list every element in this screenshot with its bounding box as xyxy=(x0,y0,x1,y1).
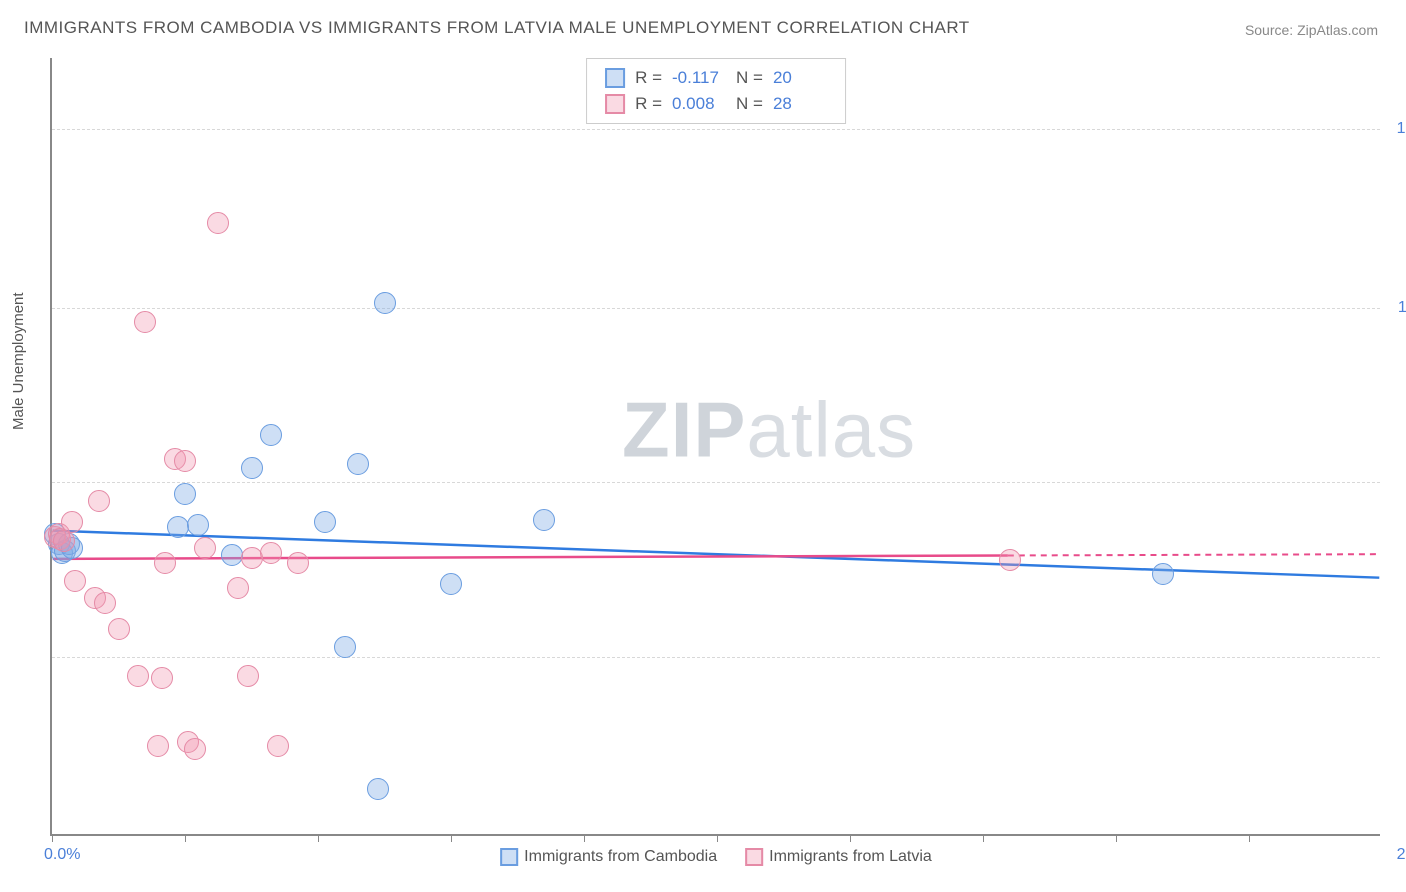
scatter-point xyxy=(147,735,169,757)
legend-corr-row: R = -0.117 N = 20 xyxy=(605,65,827,91)
source-label: Source: ZipAtlas.com xyxy=(1245,22,1378,38)
scatter-point xyxy=(367,778,389,800)
scatter-point xyxy=(151,667,173,689)
legend-series-item: Immigrants from Latvia xyxy=(745,848,932,866)
x-max-label: 20.0% xyxy=(1397,846,1406,864)
watermark: ZIPatlas xyxy=(622,385,916,476)
scatter-point xyxy=(94,592,116,614)
x-origin-label: 0.0% xyxy=(44,846,80,864)
scatter-point xyxy=(61,511,83,533)
legend-n-value: 20 xyxy=(773,68,827,88)
scatter-point xyxy=(187,514,209,536)
scatter-point xyxy=(374,292,396,314)
scatter-point xyxy=(999,549,1021,571)
legend-corr-row: R = 0.008 N = 28 xyxy=(605,91,827,117)
scatter-point xyxy=(221,544,243,566)
legend-n-label: N = xyxy=(736,68,763,88)
scatter-point xyxy=(88,490,110,512)
scatter-point xyxy=(237,665,259,687)
legend-swatch xyxy=(745,848,763,866)
watermark-light: atlas xyxy=(746,386,916,474)
x-tick xyxy=(318,834,319,842)
y-tick-label: 15.0% xyxy=(1397,120,1406,138)
scatter-point xyxy=(127,665,149,687)
x-tick xyxy=(717,834,718,842)
legend-series: Immigrants from Cambodia Immigrants from … xyxy=(500,848,932,866)
chart-title: IMMIGRANTS FROM CAMBODIA VS IMMIGRANTS F… xyxy=(24,18,970,38)
legend-r-label: R = xyxy=(635,94,662,114)
scatter-point xyxy=(154,552,176,574)
x-tick xyxy=(451,834,452,842)
scatter-point xyxy=(134,311,156,333)
legend-swatch xyxy=(605,94,625,114)
x-tick xyxy=(983,834,984,842)
scatter-point xyxy=(347,453,369,475)
scatter-point xyxy=(334,636,356,658)
scatter-point xyxy=(260,424,282,446)
y-tick-label: 11.2% xyxy=(1398,299,1406,317)
gridline xyxy=(52,482,1380,483)
legend-series-name: Immigrants from Cambodia xyxy=(524,848,717,865)
scatter-point xyxy=(241,547,263,569)
legend-series-item: Immigrants from Cambodia xyxy=(500,848,717,866)
y-axis-label: Male Unemployment xyxy=(10,292,27,430)
x-tick xyxy=(1249,834,1250,842)
scatter-point xyxy=(241,457,263,479)
scatter-point xyxy=(194,537,216,559)
scatter-point xyxy=(108,618,130,640)
legend-n-value: 28 xyxy=(773,94,827,114)
scatter-point xyxy=(533,509,555,531)
x-tick xyxy=(1116,834,1117,842)
scatter-point xyxy=(314,511,336,533)
legend-n-label: N = xyxy=(736,94,763,114)
chart-plot-area: ZIPatlas R = -0.117 N = 20 R = 0.008 N =… xyxy=(50,58,1380,836)
gridline xyxy=(52,308,1380,309)
legend-r-label: R = xyxy=(635,68,662,88)
legend-r-value: -0.117 xyxy=(672,68,726,88)
gridline xyxy=(52,129,1380,130)
scatter-point xyxy=(227,577,249,599)
scatter-point xyxy=(287,552,309,574)
trend-line xyxy=(53,555,1008,558)
scatter-point xyxy=(260,542,282,564)
scatter-point xyxy=(53,530,75,552)
scatter-point xyxy=(1152,563,1174,585)
scatter-point xyxy=(207,212,229,234)
scatter-point xyxy=(64,570,86,592)
x-tick xyxy=(185,834,186,842)
scatter-point xyxy=(184,738,206,760)
legend-correlation-box: R = -0.117 N = 20 R = 0.008 N = 28 xyxy=(586,58,846,124)
x-tick xyxy=(52,834,53,842)
x-tick xyxy=(584,834,585,842)
legend-series-name: Immigrants from Latvia xyxy=(769,848,932,865)
legend-swatch xyxy=(605,68,625,88)
trend-line-extrapolated xyxy=(1008,554,1379,555)
scatter-point xyxy=(174,483,196,505)
scatter-point xyxy=(440,573,462,595)
scatter-point xyxy=(267,735,289,757)
scatter-point xyxy=(167,516,189,538)
legend-r-value: 0.008 xyxy=(672,94,726,114)
watermark-bold: ZIP xyxy=(622,386,746,474)
legend-swatch xyxy=(500,848,518,866)
gridline xyxy=(52,657,1380,658)
x-tick xyxy=(850,834,851,842)
scatter-point xyxy=(174,450,196,472)
